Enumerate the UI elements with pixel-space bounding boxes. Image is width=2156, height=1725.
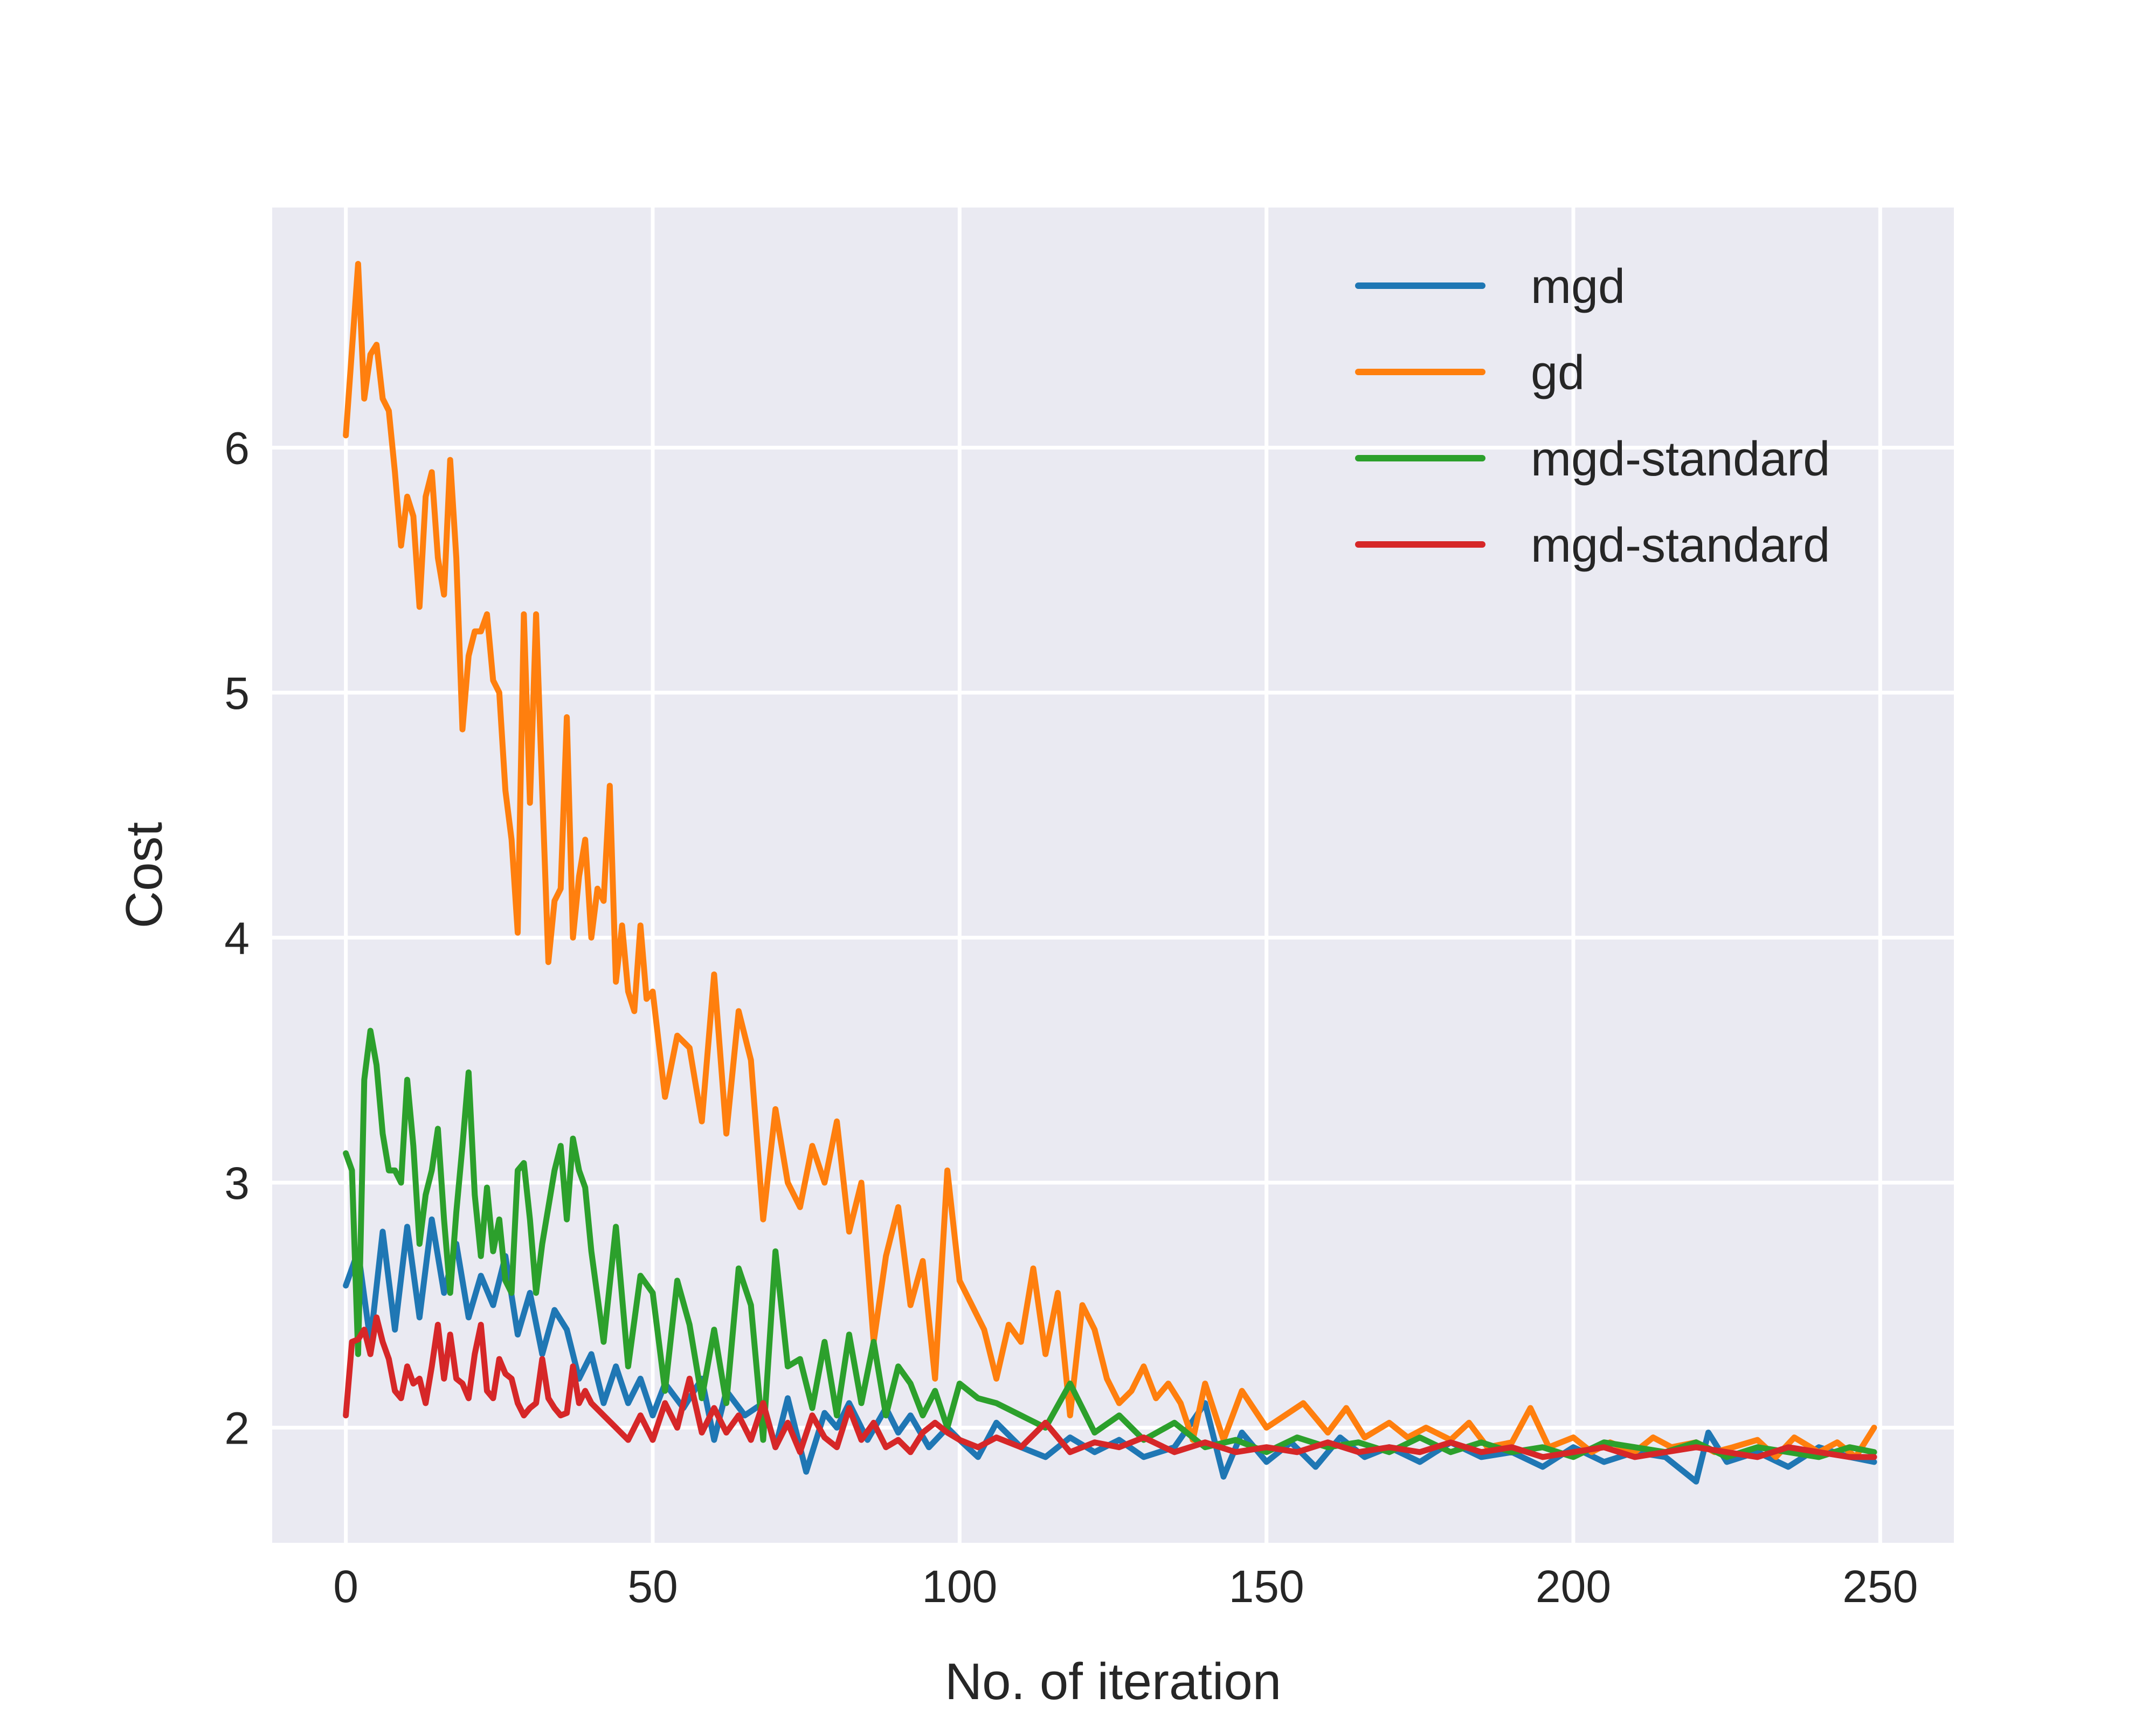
x-tick-labels: 0 50 100 150 200 250 xyxy=(333,1561,1918,1612)
y-tick-label: 4 xyxy=(224,913,250,963)
x-axis-label: No. of iteration xyxy=(945,1653,1281,1710)
y-tick-label: 3 xyxy=(224,1158,250,1209)
y-tick-label: 6 xyxy=(224,423,250,473)
legend-label-1: mgd xyxy=(1531,260,1625,314)
x-tick-label: 50 xyxy=(627,1561,678,1612)
series-line-4-mgd-standard xyxy=(343,1314,1877,1460)
x-tick-label: 200 xyxy=(1536,1561,1611,1612)
y-tick-label: 2 xyxy=(224,1403,250,1453)
legend-label-2: gd xyxy=(1531,346,1585,400)
y-tick-label: 5 xyxy=(224,668,250,719)
series-line-3-mgd-standard xyxy=(343,1027,1877,1460)
legend-label-3: mgd-standard xyxy=(1531,432,1830,486)
x-tick-label: 150 xyxy=(1229,1561,1304,1612)
x-tick-label: 250 xyxy=(1842,1561,1918,1612)
plot-area xyxy=(272,208,1954,1543)
y-tick-labels: 2 3 4 5 6 xyxy=(224,423,250,1453)
series-line-2-gd xyxy=(343,261,1877,1460)
series-group xyxy=(343,261,1877,1485)
y-axis-label: Cost xyxy=(115,822,173,928)
x-tick-label: 100 xyxy=(922,1561,997,1612)
legend: mgd gd mgd-standard mgd-standard xyxy=(1355,260,1830,572)
x-tick-label: 0 xyxy=(333,1561,358,1612)
legend-label-4: mgd-standard xyxy=(1531,519,1830,572)
